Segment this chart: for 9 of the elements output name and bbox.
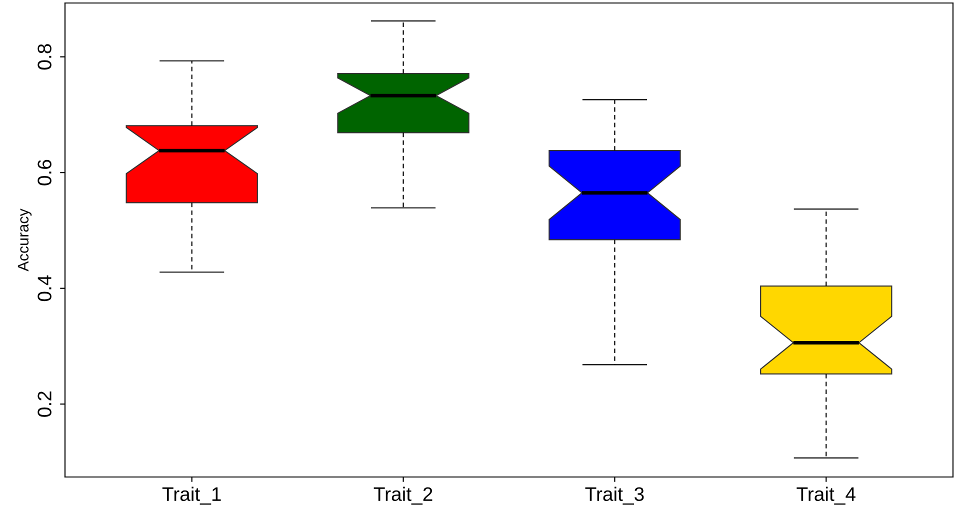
y-axis-title: Accuracy	[18, 208, 32, 272]
y-tick-label: 0.2	[38, 392, 52, 417]
x-tick-label: Trait_4	[796, 486, 856, 505]
x-tick-label: Trait_3	[585, 486, 644, 505]
y-tick-label: 0.4	[38, 275, 52, 302]
y-tick-label: 0.6	[38, 160, 52, 186]
x-tick-label: Trait_1	[162, 486, 221, 505]
y-tick-label: 0.8	[38, 44, 52, 70]
x-tick-label: Trait_2	[374, 486, 432, 505]
